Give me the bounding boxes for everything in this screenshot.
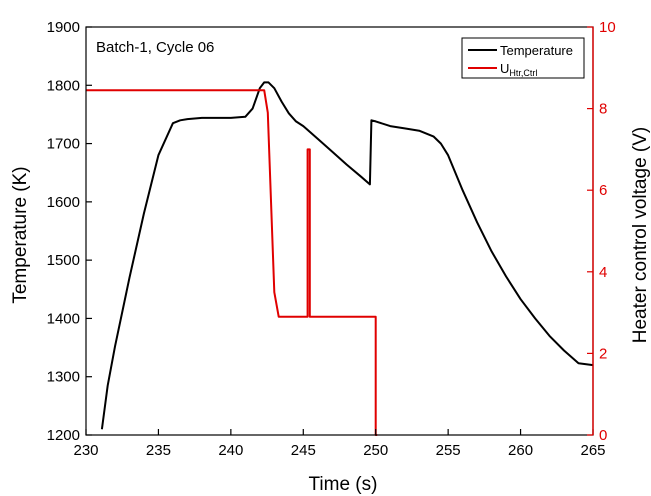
x-axis: 230 235 240 245 250 255 260 265 <box>73 429 606 459</box>
x-tick-label: 245 <box>291 442 316 459</box>
y-right-tick-label: 4 <box>599 264 607 281</box>
series-group <box>86 81 594 436</box>
y-right-tick-label: 0 <box>599 427 607 444</box>
x-axis-title: Time (s) <box>309 474 378 495</box>
x-tick-label: 255 <box>436 442 461 459</box>
y-left-tick-label: 1300 <box>47 369 80 386</box>
y-axis-left: 1200 1300 1400 1500 1600 1700 1800 1900 <box>47 19 92 444</box>
x-tick-label: 230 <box>73 442 98 459</box>
legend: Temperature UHtr,Ctrl <box>461 37 585 79</box>
legend-label-voltage: UHtr,Ctrl <box>500 61 537 78</box>
series-line-voltage <box>86 89 378 436</box>
y-right-tick-label: 8 <box>599 101 607 118</box>
y-left-tick-label: 1800 <box>47 77 80 94</box>
y-axis-right: 0 2 4 6 8 10 <box>587 19 616 444</box>
y-right-tick-label: 10 <box>599 19 616 36</box>
y-left-tick-label: 1900 <box>47 19 80 36</box>
y-left-tick-label: 1200 <box>47 427 80 444</box>
legend-label-voltage-sub: Htr,Ctrl <box>509 68 537 78</box>
x-tick-label: 265 <box>580 442 605 459</box>
y-left-tick-label: 1400 <box>47 310 80 327</box>
legend-label-temperature: Temperature <box>500 43 573 58</box>
chart-annotation: Batch-1, Cycle 06 <box>96 39 214 56</box>
y-left-tick-label: 1700 <box>47 136 80 153</box>
y-right-tick-label: 2 <box>599 345 607 362</box>
y-left-tick-label: 1500 <box>47 252 80 269</box>
plot-frame <box>85 26 594 436</box>
legend-label-voltage-main: U <box>500 61 509 76</box>
x-tick-label: 240 <box>218 442 243 459</box>
x-tick-label: 250 <box>363 442 388 459</box>
x-tick-label: 260 <box>508 442 533 459</box>
y-right-tick-label: 6 <box>599 182 607 199</box>
y-axis-left-title: Temperature (K) <box>10 166 31 303</box>
x-tick-label: 235 <box>146 442 171 459</box>
legend-box <box>461 37 585 79</box>
y-left-tick-label: 1600 <box>47 194 80 211</box>
series-line-temperature <box>100 81 594 430</box>
y-axis-right-title: Heater control voltage (V) <box>630 127 651 344</box>
